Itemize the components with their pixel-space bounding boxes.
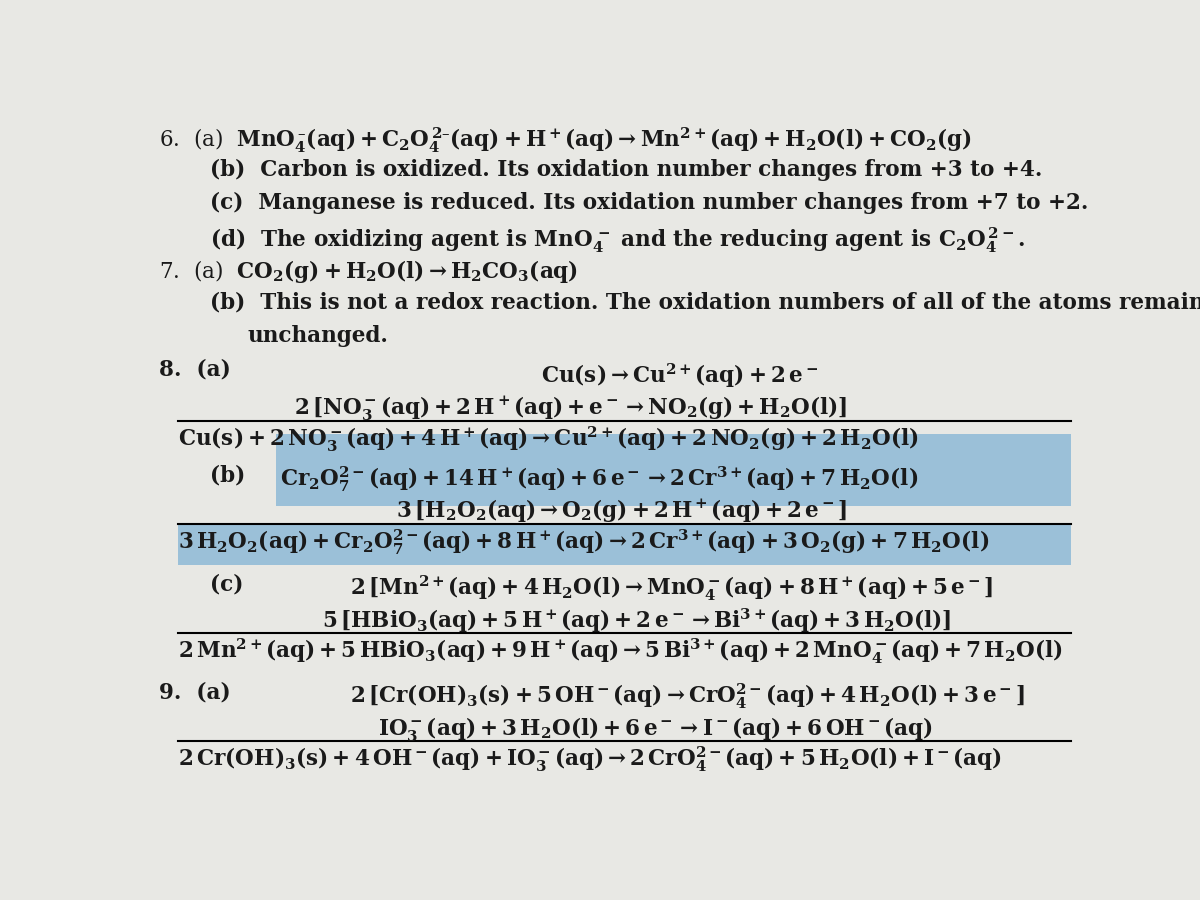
Text: $\mathbf{2\,[NO_3^-(aq) + 2\,H^+(aq) + e^- \rightarrow NO_2(g) + H_2O(l)]}$: $\mathbf{2\,[NO_3^-(aq) + 2\,H^+(aq) + e… bbox=[294, 395, 847, 423]
Text: 8.  (a): 8. (a) bbox=[160, 358, 232, 380]
Text: (b): (b) bbox=[210, 465, 246, 487]
Text: 7.  (a)  $\mathbf{CO_2(g) + H_2O(l) \rightarrow H_2CO_3(aq)}$: 7. (a) $\mathbf{CO_2(g) + H_2O(l) \right… bbox=[160, 258, 578, 285]
Bar bbox=[276, 435, 1070, 507]
Text: (d)  The oxidizing agent is $\mathbf{MnO_4^{\,-}}$ and the reducing agent is $\m: (d) The oxidizing agent is $\mathbf{MnO_… bbox=[210, 225, 1026, 255]
Text: (b)  This is not a redox reaction. The oxidation numbers of all of the atoms rem: (b) This is not a redox reaction. The ox… bbox=[210, 292, 1200, 313]
Text: $\mathbf{Cr_2O_7^{2-}(aq) + 14\,H^+(aq) + 6\,e^- \rightarrow 2\,Cr^{3+}(aq) + 7\: $\mathbf{Cr_2O_7^{2-}(aq) + 14\,H^+(aq) … bbox=[281, 465, 918, 494]
Text: unchanged.: unchanged. bbox=[247, 325, 389, 346]
Text: (c)  Manganese is reduced. Its oxidation number changes from +7 to +2.: (c) Manganese is reduced. Its oxidation … bbox=[210, 192, 1088, 214]
Text: $\mathbf{2\,Mn^{2+}(aq) + 5\,HBiO_3(aq) + 9\,H^+(aq) \rightarrow 5\,Bi^{3+}(aq) : $\mathbf{2\,Mn^{2+}(aq) + 5\,HBiO_3(aq) … bbox=[178, 636, 1062, 666]
Text: $\mathbf{2\,Cr(OH)_3(s) + 4\,OH^-(aq) + IO_3^-(aq) \rightarrow 2\,CrO_4^{2-}(aq): $\mathbf{2\,Cr(OH)_3(s) + 4\,OH^-(aq) + … bbox=[178, 745, 1002, 775]
Bar bbox=[178, 523, 1070, 564]
Text: (c): (c) bbox=[210, 573, 244, 595]
Text: $\mathbf{3\,[H_2O_2(aq) \rightarrow O_2(g) + 2\,H^+(aq) + 2\,e^-]}$: $\mathbf{3\,[H_2O_2(aq) \rightarrow O_2(… bbox=[396, 499, 847, 526]
Text: 6.  (a)  $\mathbf{MnO_4^{\,–}(aq) + C_2O_4^{\,2–}(aq) + H^+(aq) \rightarrow Mn^{: 6. (a) $\mathbf{MnO_4^{\,–}(aq) + C_2O_4… bbox=[160, 125, 972, 155]
Text: $\mathbf{2\,[Cr(OH)_3(s) + 5\,OH^-(aq) \rightarrow CrO_4^{2-}(aq) + 4\,H_2O(l) +: $\mathbf{2\,[Cr(OH)_3(s) + 5\,OH^-(aq) \… bbox=[350, 682, 1025, 711]
Text: $\mathbf{Cu(s) + 2\,NO_3^-(aq) + 4\,H^+(aq) \rightarrow Cu^{2+}(aq) + 2\,NO_2(g): $\mathbf{Cu(s) + 2\,NO_3^-(aq) + 4\,H^+(… bbox=[178, 425, 918, 454]
Text: $\mathbf{IO_3^-(aq) + 3\,H_2O(l) + 6\,e^- \rightarrow I^-(aq) + 6\,OH^-(aq)}$: $\mathbf{IO_3^-(aq) + 3\,H_2O(l) + 6\,e^… bbox=[378, 716, 932, 743]
Text: (b)  Carbon is oxidized. Its oxidation number changes from +3 to +4.: (b) Carbon is oxidized. Its oxidation nu… bbox=[210, 158, 1043, 181]
Text: $\mathbf{Cu(s) \rightarrow Cu^{2+}(aq) + 2\,e^-}$: $\mathbf{Cu(s) \rightarrow Cu^{2+}(aq) +… bbox=[540, 362, 818, 391]
Text: $\mathbf{3\,H_2O_2(aq) + Cr_2O_7^{2-}(aq) + 8\,H^+(aq) \rightarrow 2\,Cr^{3+}(aq: $\mathbf{3\,H_2O_2(aq) + Cr_2O_7^{2-}(aq… bbox=[178, 527, 989, 557]
Text: $\mathbf{5\,[HBiO_3(aq) + 5\,H^+(aq) + 2\,e^- \rightarrow Bi^{3+}(aq) + 3\,H_2O(: $\mathbf{5\,[HBiO_3(aq) + 5\,H^+(aq) + 2… bbox=[322, 607, 952, 634]
Text: 9.  (a): 9. (a) bbox=[160, 682, 230, 704]
Text: $\mathbf{2\,[Mn^{2+}(aq) + 4\,H_2O(l) \rightarrow MnO_4^-(aq) + 8\,H^+(aq) + 5\,: $\mathbf{2\,[Mn^{2+}(aq) + 4\,H_2O(l) \r… bbox=[350, 573, 994, 603]
